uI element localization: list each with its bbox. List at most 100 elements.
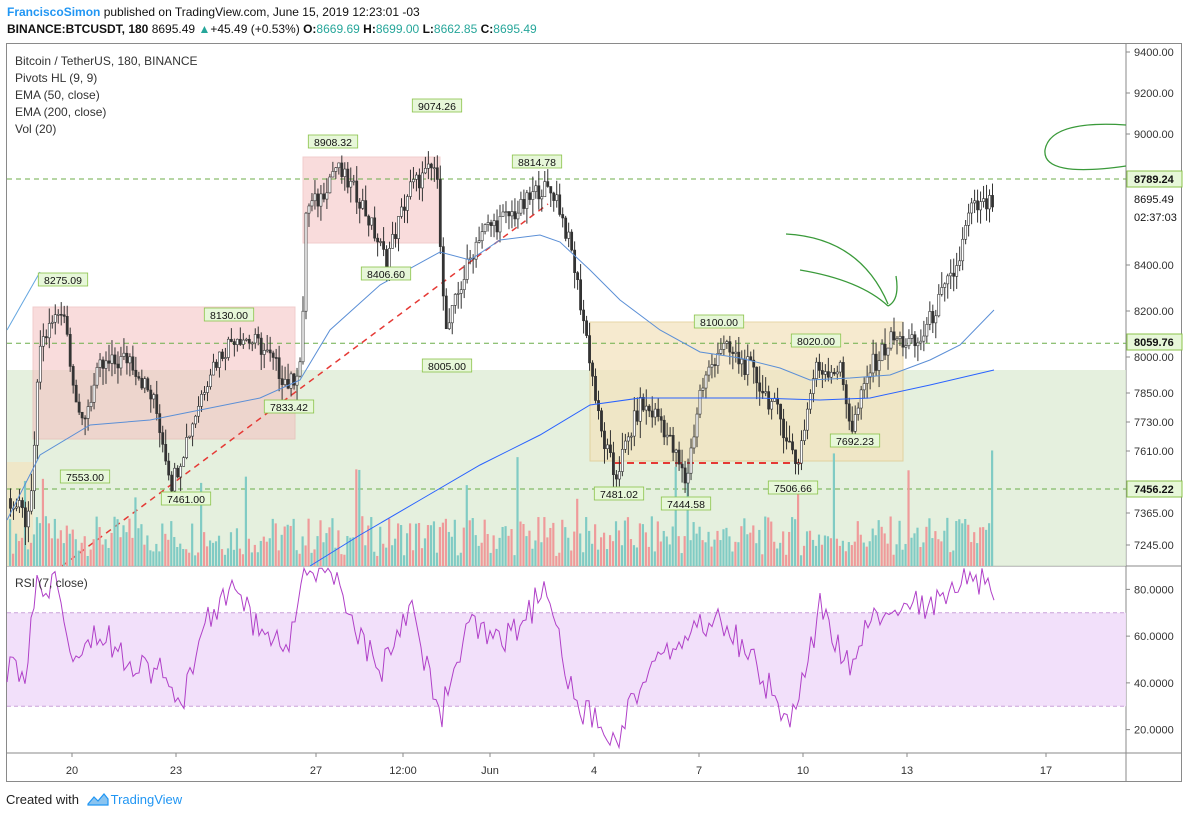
candle-body bbox=[370, 217, 374, 226]
candle-body bbox=[283, 379, 287, 385]
price-mark-box bbox=[1126, 480, 1183, 498]
volume-bar bbox=[611, 541, 615, 566]
candle-body bbox=[674, 449, 678, 453]
candle-body bbox=[680, 463, 684, 469]
volume-bar bbox=[952, 550, 955, 566]
candle-body bbox=[128, 356, 132, 364]
pivot-label: 7506.66 bbox=[774, 483, 812, 495]
candle-body bbox=[558, 194, 562, 215]
volume-bar bbox=[59, 530, 62, 566]
volume-bar bbox=[50, 538, 53, 566]
volume-bar bbox=[313, 549, 316, 566]
volume-bar bbox=[602, 532, 606, 566]
volume-bar bbox=[752, 525, 755, 566]
chart-frame[interactable] bbox=[6, 43, 1182, 782]
pivot-label: 8275.09 bbox=[44, 275, 82, 287]
volume-bar bbox=[38, 523, 42, 566]
volume-bar bbox=[982, 527, 985, 566]
legend-ema200[interactable]: EMA (200, close) bbox=[15, 105, 107, 119]
volume-bar bbox=[349, 537, 352, 566]
volume-bar bbox=[588, 530, 591, 566]
volume-bar bbox=[44, 516, 48, 566]
candle-body bbox=[958, 260, 962, 266]
time-tick-label: 4 bbox=[591, 765, 597, 777]
candle-body bbox=[898, 336, 902, 339]
candle-body bbox=[191, 423, 194, 437]
volume-bar bbox=[558, 552, 561, 566]
volume-bar bbox=[9, 519, 12, 566]
volume-bar bbox=[340, 554, 343, 566]
candle-body bbox=[522, 199, 526, 209]
rsi-tick-label: 40.0000 bbox=[1134, 678, 1174, 690]
volume-bar bbox=[385, 547, 388, 566]
candle-body bbox=[131, 356, 135, 371]
candle-body bbox=[725, 341, 729, 344]
legend-pivots[interactable]: Pivots HL (9, 9) bbox=[15, 71, 98, 85]
candle-body bbox=[355, 180, 359, 203]
volume-bar bbox=[298, 553, 301, 566]
time-tick-label: 7 bbox=[696, 765, 702, 777]
candle-body bbox=[140, 377, 144, 389]
candle-body bbox=[224, 357, 227, 359]
candle-body bbox=[110, 354, 114, 364]
legend-title[interactable]: Bitcoin / TetherUS, 180, BINANCE bbox=[15, 54, 198, 68]
symbol-quote: BINANCE:BTCUSDT, 180 8695.49 ▲+45.49 (+0… bbox=[7, 22, 537, 36]
candle-body bbox=[447, 322, 451, 330]
candle-body bbox=[122, 352, 126, 357]
volume-bar bbox=[283, 526, 286, 566]
volume-bar bbox=[119, 537, 122, 566]
candle-body bbox=[462, 279, 466, 290]
volume-bar bbox=[928, 518, 931, 566]
candle-body bbox=[594, 375, 597, 401]
candle-body bbox=[698, 389, 702, 415]
author-link[interactable]: FranciscoSimon bbox=[7, 5, 101, 19]
candle-body bbox=[194, 415, 197, 425]
price-mark-label: 8695.49 bbox=[1134, 194, 1174, 206]
volume-bar bbox=[229, 532, 233, 566]
candle-body bbox=[770, 401, 774, 410]
chart-header: FranciscoSimon published on TradingView.… bbox=[0, 0, 1189, 44]
tradingview-link[interactable]: TradingView bbox=[110, 792, 183, 807]
candle-body bbox=[444, 295, 448, 330]
candle-body bbox=[152, 394, 156, 400]
candle-body bbox=[274, 357, 278, 359]
last-price: 8695.49 bbox=[151, 22, 196, 36]
candle-body bbox=[358, 201, 362, 209]
volume-bar bbox=[964, 518, 967, 566]
volume-bar bbox=[391, 545, 394, 566]
volume-bar bbox=[155, 543, 158, 566]
candle-body bbox=[940, 287, 944, 295]
candle-body bbox=[934, 315, 938, 324]
pivot-label-box bbox=[203, 307, 255, 322]
candle-body bbox=[286, 379, 290, 389]
volume-bar bbox=[71, 529, 74, 566]
volume-bar bbox=[355, 469, 358, 566]
volume-bar bbox=[164, 533, 167, 566]
candle-body bbox=[409, 181, 412, 197]
volume-bar bbox=[749, 532, 752, 566]
legend-ema50[interactable]: EMA (50, close) bbox=[15, 88, 100, 102]
volume-bar bbox=[552, 522, 555, 566]
volume-bar bbox=[370, 517, 373, 566]
rsi-legend[interactable]: RSI (7, close) bbox=[15, 576, 88, 590]
volume-bar bbox=[459, 552, 462, 566]
candle-body bbox=[89, 401, 93, 407]
candle-body bbox=[782, 418, 785, 439]
volume-bar bbox=[232, 549, 236, 566]
created-with-text: Created with bbox=[6, 792, 79, 807]
candle-body bbox=[626, 436, 630, 442]
volume-bar bbox=[89, 549, 92, 566]
volume-bar bbox=[823, 535, 827, 566]
volume-bar bbox=[429, 525, 433, 566]
candle-body bbox=[86, 406, 90, 419]
volume-bar bbox=[549, 527, 552, 566]
candle-body bbox=[991, 195, 994, 208]
candle-body bbox=[38, 345, 42, 383]
candle-body bbox=[612, 452, 615, 476]
candle-body bbox=[561, 214, 565, 219]
volume-bar bbox=[970, 542, 973, 566]
legend-volume[interactable]: Vol (20) bbox=[15, 122, 57, 136]
candle-body bbox=[985, 198, 988, 210]
volume-bar bbox=[791, 517, 794, 566]
